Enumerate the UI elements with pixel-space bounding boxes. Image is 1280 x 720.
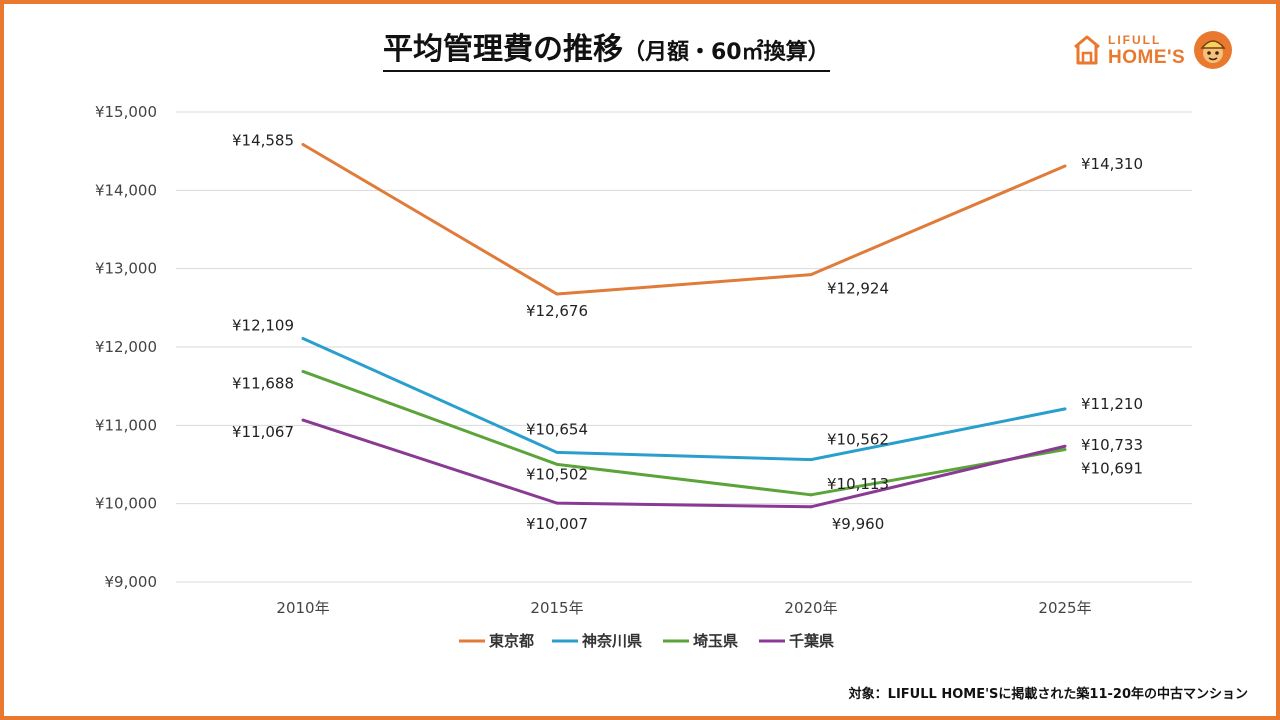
series-line xyxy=(302,143,1066,296)
x-tick-label: 2015年 xyxy=(530,599,583,617)
data-label: ¥10,007 xyxy=(526,515,588,533)
data-point xyxy=(555,450,559,454)
chart-title: 平均管理費の推移（月額・60㎡換算） xyxy=(383,24,830,72)
data-point xyxy=(301,369,305,373)
data-label: ¥11,210 xyxy=(1081,395,1143,413)
legend-label: 神奈川県 xyxy=(582,632,642,650)
data-point xyxy=(1063,164,1067,168)
data-point xyxy=(1063,444,1067,448)
data-label: ¥10,113 xyxy=(827,475,889,493)
y-tick-label: ¥15,000 xyxy=(95,103,157,121)
house-icon xyxy=(1074,35,1100,65)
data-label: ¥11,688 xyxy=(232,374,294,392)
title-main: 平均管理費の推移 xyxy=(383,32,623,67)
data-point xyxy=(1063,448,1067,452)
data-point xyxy=(809,505,813,509)
logo-top-text: LIFULL xyxy=(1108,32,1162,47)
y-tick-label: ¥10,000 xyxy=(95,495,157,513)
data-point xyxy=(555,462,559,466)
logo-bottom-text: HOME'S xyxy=(1108,46,1186,68)
legend-label: 埼玉県 xyxy=(693,632,738,650)
data-label: ¥10,502 xyxy=(526,465,588,483)
data-label: ¥9,960 xyxy=(832,515,885,533)
series-line xyxy=(302,337,1066,462)
data-point xyxy=(1063,407,1067,411)
data-point xyxy=(809,273,813,277)
footnote: 対象：LIFULL HOME'Sに掲載された築11-20年の中古マンション xyxy=(848,687,1248,702)
data-point xyxy=(301,418,305,422)
title-sub: （月額・60㎡換算） xyxy=(623,40,830,65)
data-label: ¥14,585 xyxy=(232,132,294,150)
data-point xyxy=(555,501,559,505)
data-label: ¥12,109 xyxy=(232,316,294,334)
data-label: ¥10,691 xyxy=(1081,460,1143,478)
data-label: ¥11,067 xyxy=(232,423,294,441)
y-tick-label: ¥14,000 xyxy=(95,181,157,199)
data-label: ¥14,310 xyxy=(1081,155,1143,173)
data-label: ¥10,733 xyxy=(1081,436,1143,454)
data-point xyxy=(555,292,559,296)
y-tick-label: ¥12,000 xyxy=(95,338,157,356)
legend-label: 千葉県 xyxy=(789,632,834,650)
x-tick-label: 2010年 xyxy=(276,599,329,617)
data-label: ¥12,924 xyxy=(827,280,889,298)
data-point xyxy=(301,336,305,340)
data-point xyxy=(301,143,305,147)
mascot-icon xyxy=(1194,31,1233,69)
x-tick-label: 2020年 xyxy=(784,599,837,617)
data-point xyxy=(809,493,813,497)
series-line xyxy=(302,418,1066,509)
y-tick-label: ¥11,000 xyxy=(95,416,157,434)
lifull-homes-logo: LIFULL HOME'S xyxy=(1072,30,1233,70)
data-label: ¥10,562 xyxy=(827,431,889,449)
data-label: ¥12,676 xyxy=(526,302,588,320)
series-line xyxy=(302,370,1066,497)
data-point xyxy=(809,458,813,462)
y-tick-label: ¥9,000 xyxy=(105,573,158,591)
legend-label: 東京都 xyxy=(489,632,534,650)
y-tick-label: ¥13,000 xyxy=(95,260,157,278)
data-label: ¥10,654 xyxy=(526,420,588,438)
x-tick-label: 2025年 xyxy=(1038,599,1091,617)
